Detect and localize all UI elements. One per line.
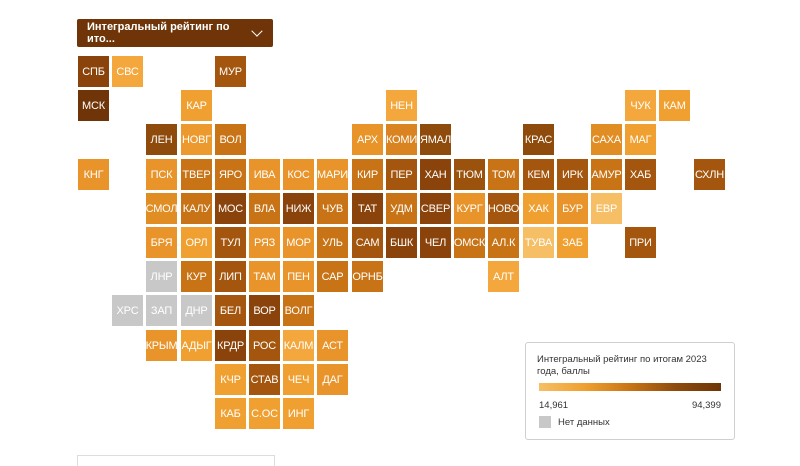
region-tile-вла[interactable]: ВЛА <box>248 192 281 225</box>
legend-gradient-bar <box>539 383 721 391</box>
region-tile-пск[interactable]: ПСК <box>145 158 178 191</box>
no-data-swatch <box>539 416 551 428</box>
region-tile-зап[interactable]: ЗАП <box>145 294 178 327</box>
region-tile-маг[interactable]: МАГ <box>624 123 657 156</box>
region-tile-бря[interactable]: БРЯ <box>145 226 178 259</box>
region-tile-там[interactable]: ТАМ <box>248 260 281 293</box>
region-tile-ново[interactable]: НОВО <box>487 192 520 225</box>
region-tile-калм[interactable]: КАЛМ <box>282 329 315 362</box>
region-tile-спб[interactable]: СПБ <box>77 55 110 88</box>
region-tile-евр[interactable]: ЕВР <box>590 192 623 225</box>
legend: Интегральный рейтинг по итогам 2023 года… <box>525 342 735 440</box>
region-tile-сам[interactable]: САМ <box>351 226 384 259</box>
region-tile-тул[interactable]: ТУЛ <box>214 226 247 259</box>
region-tile-омск[interactable]: ОМСК <box>453 226 486 259</box>
region-tile-днр[interactable]: ДНР <box>180 294 213 327</box>
region-tile-кир[interactable]: КИР <box>351 158 384 191</box>
region-tile-заб[interactable]: ЗАБ <box>556 226 589 259</box>
region-tile-мос[interactable]: МОС <box>214 192 247 225</box>
dropdown-label: Интегральный рейтинг по ито... <box>87 21 230 45</box>
indicator-dropdown[interactable]: Интегральный рейтинг по ито... <box>77 19 273 47</box>
region-tile-кнг[interactable]: КНГ <box>77 158 110 191</box>
region-tile-кург[interactable]: КУРГ <box>453 192 486 225</box>
region-tile-став[interactable]: СТАВ <box>248 363 281 396</box>
region-tile-кос[interactable]: КОС <box>282 158 315 191</box>
region-tile-пер[interactable]: ПЕР <box>385 158 418 191</box>
region-tile-мск[interactable]: МСК <box>77 89 110 122</box>
region-tile-крым[interactable]: КРЫМ <box>145 329 178 362</box>
region-tile-пен[interactable]: ПЕН <box>282 260 315 293</box>
region-tile-крдр[interactable]: КРДР <box>214 329 247 362</box>
region-tile-мари[interactable]: МАРИ <box>316 158 349 191</box>
region-tile-хаб[interactable]: ХАБ <box>624 158 657 191</box>
region-tile-свс[interactable]: СВС <box>111 55 144 88</box>
region-tile-орл[interactable]: ОРЛ <box>180 226 213 259</box>
region-tile-амур[interactable]: АМУР <box>590 158 623 191</box>
region-tile-ямал[interactable]: ЯМАЛ <box>419 123 452 156</box>
region-tile-коми[interactable]: КОМИ <box>385 123 418 156</box>
region-tile-яро[interactable]: ЯРО <box>214 158 247 191</box>
region-tile-чел[interactable]: ЧЕЛ <box>419 226 452 259</box>
legend-title: Интегральный рейтинг по итогам 2023 года… <box>537 354 707 377</box>
region-tile-нен[interactable]: НЕН <box>385 89 418 122</box>
region-tile-чув[interactable]: ЧУВ <box>316 192 349 225</box>
region-tile-адыг[interactable]: АДЫГ <box>180 329 213 362</box>
legend-min-value: 14,961 <box>539 400 569 411</box>
region-tile-орнб[interactable]: ОРНБ <box>351 260 384 293</box>
region-tile-даг[interactable]: ДАГ <box>316 363 349 396</box>
region-tile-чук[interactable]: ЧУК <box>624 89 657 122</box>
region-tile-новг[interactable]: НОВГ <box>180 123 213 156</box>
region-tile-рос[interactable]: РОС <box>248 329 281 362</box>
region-tile-алт[interactable]: АЛТ <box>487 260 520 293</box>
region-tile-бур[interactable]: БУР <box>556 192 589 225</box>
region-tile-мор[interactable]: МОР <box>282 226 315 259</box>
region-tile-аст[interactable]: АСТ <box>316 329 349 362</box>
region-tile-ряз[interactable]: РЯЗ <box>248 226 281 259</box>
region-tile-свер[interactable]: СВЕР <box>419 192 452 225</box>
region-tile-уль[interactable]: УЛЬ <box>316 226 349 259</box>
region-tile-инг[interactable]: ИНГ <box>282 397 315 430</box>
region-tile-вор[interactable]: ВОР <box>248 294 281 327</box>
region-tile-кчр[interactable]: КЧР <box>214 363 247 396</box>
legend-max-value: 94,399 <box>691 400 721 411</box>
region-tile-арх[interactable]: АРХ <box>351 123 384 156</box>
region-tile-смол[interactable]: СМОЛ <box>145 192 178 225</box>
region-tile-ирк[interactable]: ИРК <box>556 158 589 191</box>
region-tile-тюм[interactable]: ТЮМ <box>453 158 486 191</box>
region-tile-хак[interactable]: ХАК <box>522 192 555 225</box>
region-tile-каб[interactable]: КАБ <box>214 397 247 430</box>
region-tile-схлн[interactable]: СХЛН <box>693 158 726 191</box>
region-tile-вол[interactable]: ВОЛ <box>214 123 247 156</box>
region-tile-лип[interactable]: ЛИП <box>214 260 247 293</box>
region-tile-волг[interactable]: ВОЛГ <box>282 294 315 327</box>
region-tile-хан[interactable]: ХАН <box>419 158 452 191</box>
region-tile-мур[interactable]: МУР <box>214 55 247 88</box>
region-tile-кар[interactable]: КАР <box>180 89 213 122</box>
region-tile-бшк[interactable]: БШК <box>385 226 418 259</box>
region-tile-кур[interactable]: КУР <box>180 260 213 293</box>
region-tile-твер[interactable]: ТВЕР <box>180 158 213 191</box>
region-tile-удм[interactable]: УДМ <box>385 192 418 225</box>
region-tile-том[interactable]: ТОМ <box>487 158 520 191</box>
region-tile-алк[interactable]: АЛ.К <box>487 226 520 259</box>
region-tile-чеч[interactable]: ЧЕЧ <box>282 363 315 396</box>
no-data-label: Нет данных <box>558 417 610 428</box>
region-tile-сос[interactable]: С.ОС <box>248 397 281 430</box>
region-tile-бел[interactable]: БЕЛ <box>214 294 247 327</box>
region-tile-крас[interactable]: КРАС <box>522 123 555 156</box>
region-tile-лен[interactable]: ЛЕН <box>145 123 178 156</box>
region-tile-кем[interactable]: КЕМ <box>522 158 555 191</box>
region-tile-тува[interactable]: ТУВА <box>522 226 555 259</box>
region-tile-тат[interactable]: ТАТ <box>351 192 384 225</box>
region-tile-хрс[interactable]: ХРС <box>111 294 144 327</box>
region-tile-лнр[interactable]: ЛНР <box>145 260 178 293</box>
region-tile-ниж[interactable]: НИЖ <box>282 192 315 225</box>
region-tile-саха[interactable]: САХА <box>590 123 623 156</box>
region-tile-ива[interactable]: ИВА <box>248 158 281 191</box>
region-tile-калу[interactable]: КАЛУ <box>180 192 213 225</box>
region-tile-сар[interactable]: САР <box>316 260 349 293</box>
region-tile-кам[interactable]: КАМ <box>658 89 691 122</box>
region-tile-при[interactable]: ПРИ <box>624 226 657 259</box>
